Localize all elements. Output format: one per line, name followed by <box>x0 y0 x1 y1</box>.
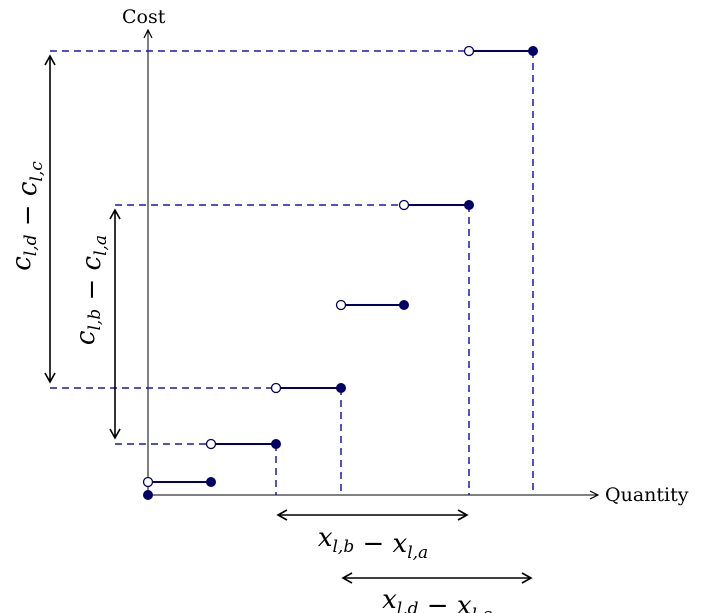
open-point-2 <box>205 438 217 450</box>
dashed-guides <box>50 50 534 495</box>
filled-point-2 <box>271 439 281 449</box>
open-points <box>142 45 475 488</box>
x-axis-label: Quantity <box>605 484 689 506</box>
y-axis-label: Cost <box>122 6 166 28</box>
filled-point-1 <box>206 477 216 487</box>
label-x-dc: xl,d − xl,c <box>382 585 492 613</box>
label-c-ba: cl,b − cl,a <box>71 235 111 345</box>
filled-point-5 <box>464 200 474 210</box>
filled-point-6 <box>528 46 538 56</box>
label-x-ba: xl,b − xl,a <box>318 523 428 563</box>
open-point-4 <box>335 299 347 311</box>
axes: Cost Quantity <box>122 6 689 506</box>
step-segments <box>148 50 533 483</box>
label-c-db: cl,d − cl,c <box>7 161 47 271</box>
open-point-5 <box>398 199 410 211</box>
open-point-6 <box>463 45 475 57</box>
open-point-1 <box>142 476 154 488</box>
dimension-arrows <box>44 54 533 584</box>
filled-point-4 <box>399 300 409 310</box>
open-point-3 <box>270 382 282 394</box>
filled-points <box>143 46 538 500</box>
filled-point-origin <box>143 490 153 500</box>
filled-point-3 <box>336 383 346 393</box>
dimension-labels: cl,d − cl,c cl,b − cl,a xl,b − xl,a xl,d… <box>7 161 492 613</box>
